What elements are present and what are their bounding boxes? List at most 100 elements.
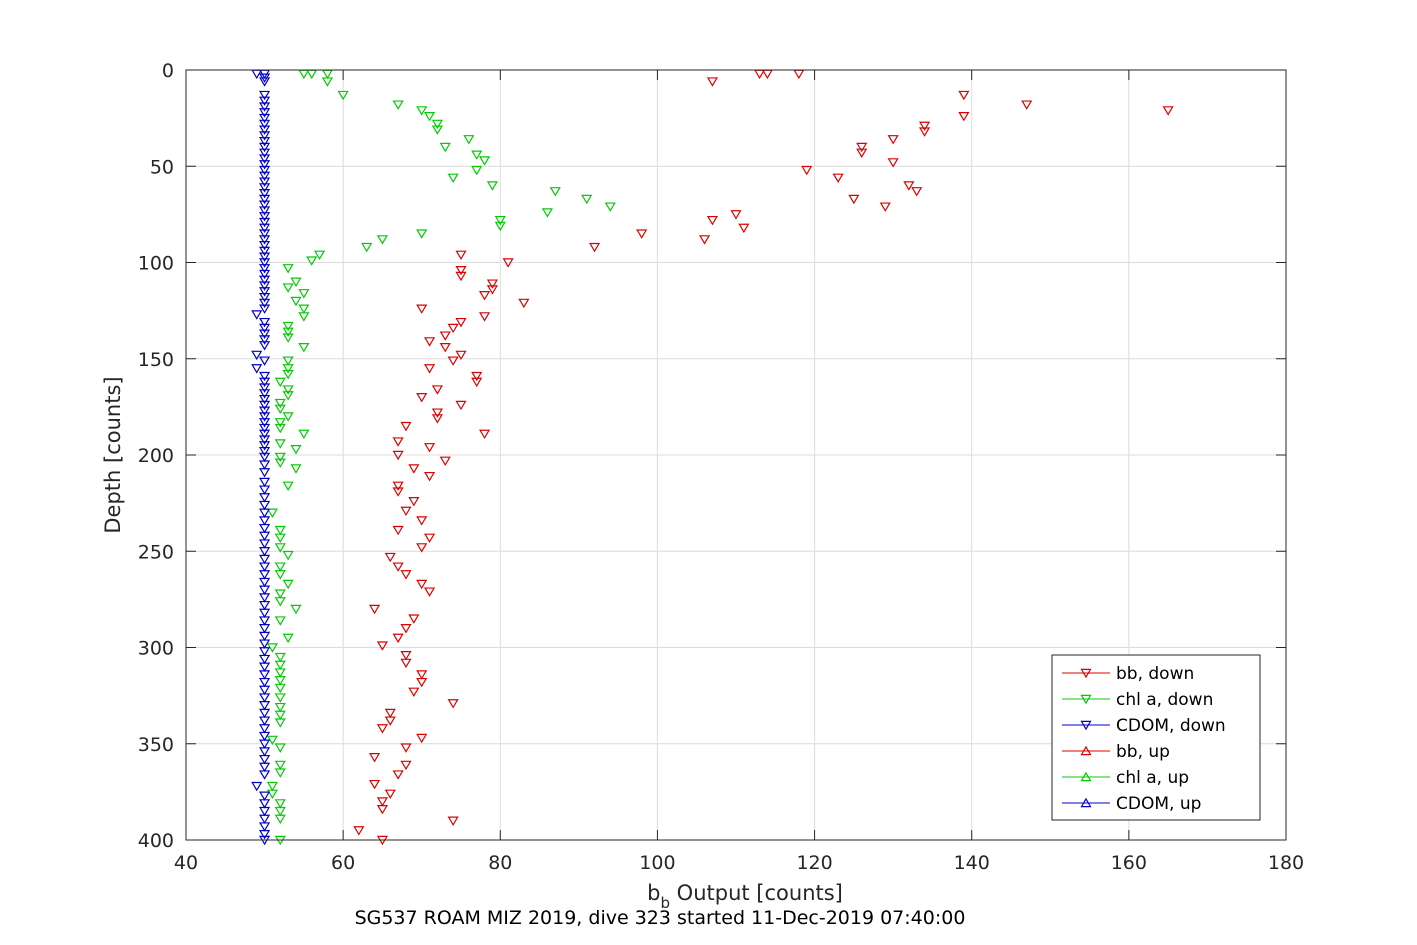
data-point [259,701,271,711]
data-point [408,687,420,698]
data-point [259,693,271,703]
data-point [274,562,286,572]
data-point [259,429,271,440]
data-point [259,264,271,274]
data-point [259,329,271,339]
data-point [274,652,286,663]
data-point [479,312,491,322]
data-point [251,310,263,320]
data-point [274,616,286,626]
data-point [259,212,271,222]
data-point [282,369,294,380]
data-point [259,171,271,182]
data-point [479,156,491,166]
data-point [431,408,443,418]
data-point [259,460,271,470]
data-point [259,206,271,216]
data-point [298,343,310,353]
data-point [259,189,271,199]
data-point [259,554,271,565]
data-point [494,221,506,232]
data-point [274,597,286,607]
data-point [259,685,271,696]
data-point [447,173,459,184]
data-point [266,789,278,800]
data-point [259,240,271,251]
data-point [274,439,286,449]
data-point [274,570,286,580]
data-point [518,298,530,309]
data-point [274,743,286,753]
data-point [259,539,271,549]
data-point [259,412,271,422]
data-point [259,194,271,205]
data-point [392,770,404,780]
data-point [259,154,271,164]
data-point [400,743,412,753]
data-point [408,464,420,474]
data-point [447,323,459,334]
data-point [259,200,271,210]
data-point [274,814,286,825]
data-point [455,266,467,276]
data-point [416,304,428,314]
data-point [259,724,271,734]
data-point [259,593,271,603]
data-point [801,165,813,176]
data-point [274,768,286,778]
y-axis-label: Depth [counts] [101,376,125,533]
data-point [259,148,271,159]
data-point [290,464,302,474]
data-point [259,418,271,428]
data-point [259,523,271,534]
data-point [290,296,302,307]
data-point [384,552,396,563]
x-tick-label: 160 [1111,852,1147,874]
data-point [479,291,491,301]
data-point [259,677,271,688]
y-tick-label: 400 [138,830,174,852]
data-point [274,423,286,434]
legend-label: chl a, up [1116,768,1189,788]
data-point [274,398,286,409]
data-point [259,113,271,124]
data-point [353,826,365,836]
data-point [259,304,271,314]
data-point [259,493,271,503]
data-point [730,210,742,220]
data-point [274,676,286,686]
legend-marker [1080,797,1092,808]
data-point [455,400,467,411]
data-point [439,331,451,341]
caption: SG537 ROAM MIZ 2019, dive 323 started 11… [355,907,966,929]
data-point [400,658,412,669]
data-point [400,650,412,661]
data-point [376,724,388,734]
data-point [706,77,718,87]
data-point [259,217,271,228]
data-point [282,391,294,401]
data-point [259,670,271,680]
data-point [259,400,271,411]
data-point [416,106,428,116]
data-point [706,215,718,226]
data-point [439,142,451,153]
data-point [259,716,271,726]
data-point [848,194,860,205]
data-point [259,662,271,672]
data-point [274,702,286,713]
series-2 [251,69,271,846]
data-point [259,508,271,518]
data-point [259,258,271,268]
data-point [259,77,271,87]
data-point [463,135,475,145]
data-point [424,587,436,597]
data-point [282,633,294,644]
data-point [400,570,412,580]
data-point [424,533,436,544]
x-axis-label: bb Output [counts] [647,881,843,912]
data-point [259,631,271,642]
data-point [259,441,271,451]
data-point [471,150,483,160]
data-point [259,731,271,742]
